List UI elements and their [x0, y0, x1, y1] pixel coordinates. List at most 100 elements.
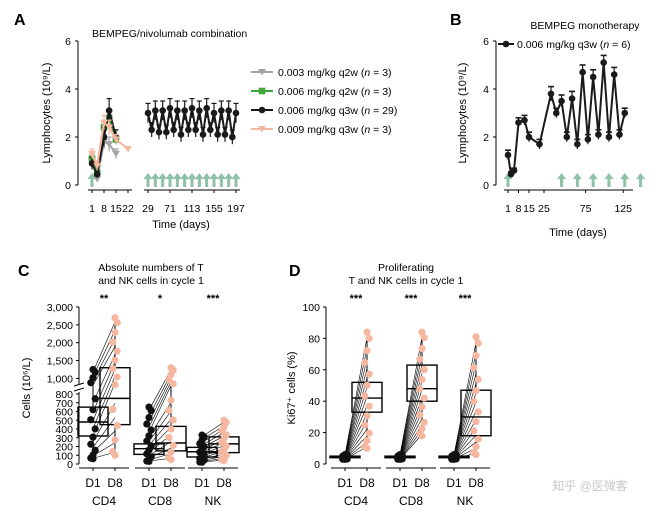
data-point [574, 140, 581, 148]
data-point [105, 107, 113, 114]
dose-arrow-shaft [219, 178, 223, 187]
y-axis-label: Cells (10⁶/L) [21, 358, 33, 419]
data-point [220, 456, 228, 465]
y-tick-label-b: 2 [483, 132, 489, 144]
dose-arrow-b [572, 173, 582, 187]
data-point [111, 436, 119, 444]
data-point [148, 126, 155, 134]
data-point [93, 170, 101, 178]
legend-marker [258, 106, 266, 114]
dose-arrow-head [503, 173, 513, 179]
data-point [470, 397, 478, 406]
dose-arrow-a [224, 173, 234, 187]
data-point [220, 416, 228, 424]
data-point [210, 109, 218, 117]
panel-label-c: C [18, 263, 30, 280]
panel-b: B BEMPEG monotherapy 0 2 4 6 1 8 15 25 75 125 Time (… [450, 12, 646, 239]
x-tick-label: D1 [337, 476, 353, 490]
box-cd8-d1 [384, 450, 416, 463]
data-point [552, 109, 560, 117]
data-point [341, 455, 349, 463]
y-tick-label-a: 4 [65, 84, 71, 96]
paired-line [344, 405, 368, 459]
data-point [474, 339, 482, 347]
legend-marker [502, 40, 510, 48]
legend-marker [258, 126, 266, 133]
data-point [504, 151, 512, 159]
box-cd4-d1 [329, 450, 361, 463]
dose-arrow-head [150, 173, 160, 179]
y-tick-label: 200 [55, 442, 73, 454]
dose-arrow-shaft [591, 178, 595, 187]
data-point [605, 133, 613, 141]
box-nk-d8 [460, 333, 492, 459]
legend-a: 0.003 mg/kg q2w (n = 3) 0.006 mg/kg q2w (… [251, 67, 397, 136]
y-tick-label: 600 [55, 407, 73, 419]
x-tick-label-a: 1 [89, 203, 95, 215]
x-tick-label-b: 8 [516, 203, 522, 215]
data-point [365, 370, 373, 378]
data-point [88, 150, 96, 158]
box-iqr [406, 364, 438, 402]
data-point [418, 432, 426, 440]
dose-arrow-b [604, 173, 614, 187]
legend-marker [258, 87, 266, 95]
box-cd4-d1 [77, 365, 109, 463]
dose-arrow-head [172, 173, 182, 179]
data-point [111, 381, 119, 389]
data-point [472, 351, 480, 360]
data-point [365, 402, 373, 410]
dose-arrow-shaft [506, 178, 510, 187]
data-point [87, 440, 95, 448]
data-point [416, 411, 424, 419]
data-point [169, 380, 177, 388]
data-point [167, 396, 175, 404]
data-point [167, 425, 175, 433]
x-tick-label: D1 [446, 476, 462, 490]
y-tick-label: 300 [55, 433, 73, 445]
legend-label: 0.006 mg/kg q3w (n = 29) [278, 105, 397, 117]
group-label: CD8 [148, 494, 172, 508]
y-tick-label-a: 6 [65, 36, 71, 48]
paired-line [344, 378, 368, 457]
dose-arrow-shaft [146, 178, 150, 187]
dose-arrow-b [588, 173, 598, 187]
panel-a: A BEMPEG/nivolumab combination 0 2 4 6 1 8 15 22 2… [14, 12, 397, 231]
data-point [579, 68, 586, 76]
paired-line [453, 363, 477, 456]
paired-line [453, 383, 477, 457]
dose-arrow-shaft [90, 178, 94, 187]
paired-line [148, 381, 172, 428]
dose-arrow-a [231, 173, 241, 187]
y-tick-label: 2,500 [47, 320, 73, 332]
paired-line [344, 347, 368, 456]
data-point [91, 425, 99, 433]
watermark-text: 知乎 @医微客 [552, 478, 628, 493]
dose-arrow-head [187, 173, 197, 179]
box-cd4-d8 [351, 328, 383, 452]
data-point [89, 365, 97, 374]
data-point [93, 176, 102, 183]
box-cd8-d1 [133, 403, 165, 465]
data-point [203, 104, 210, 112]
paired-line [92, 346, 116, 386]
dose-arrow-shaft [623, 178, 627, 187]
legend-label: 0.006 mg/kg q3w (n = 6) [517, 39, 631, 51]
data-point [93, 162, 102, 170]
data-point [111, 328, 119, 337]
data-point [181, 107, 188, 114]
y-tick-label: 60 [308, 365, 320, 377]
data-point [111, 314, 119, 322]
data-point [111, 356, 119, 364]
x-tick-label: D1 [392, 476, 408, 490]
data-point [165, 433, 173, 442]
y-tick-label: 700 [55, 398, 73, 410]
x-tick-label-a: 8 [101, 203, 107, 215]
paired-line [92, 369, 116, 421]
x-tick-label-b: 75 [580, 203, 592, 215]
x-tick-label: D8 [468, 476, 484, 490]
paired-line [92, 330, 116, 377]
